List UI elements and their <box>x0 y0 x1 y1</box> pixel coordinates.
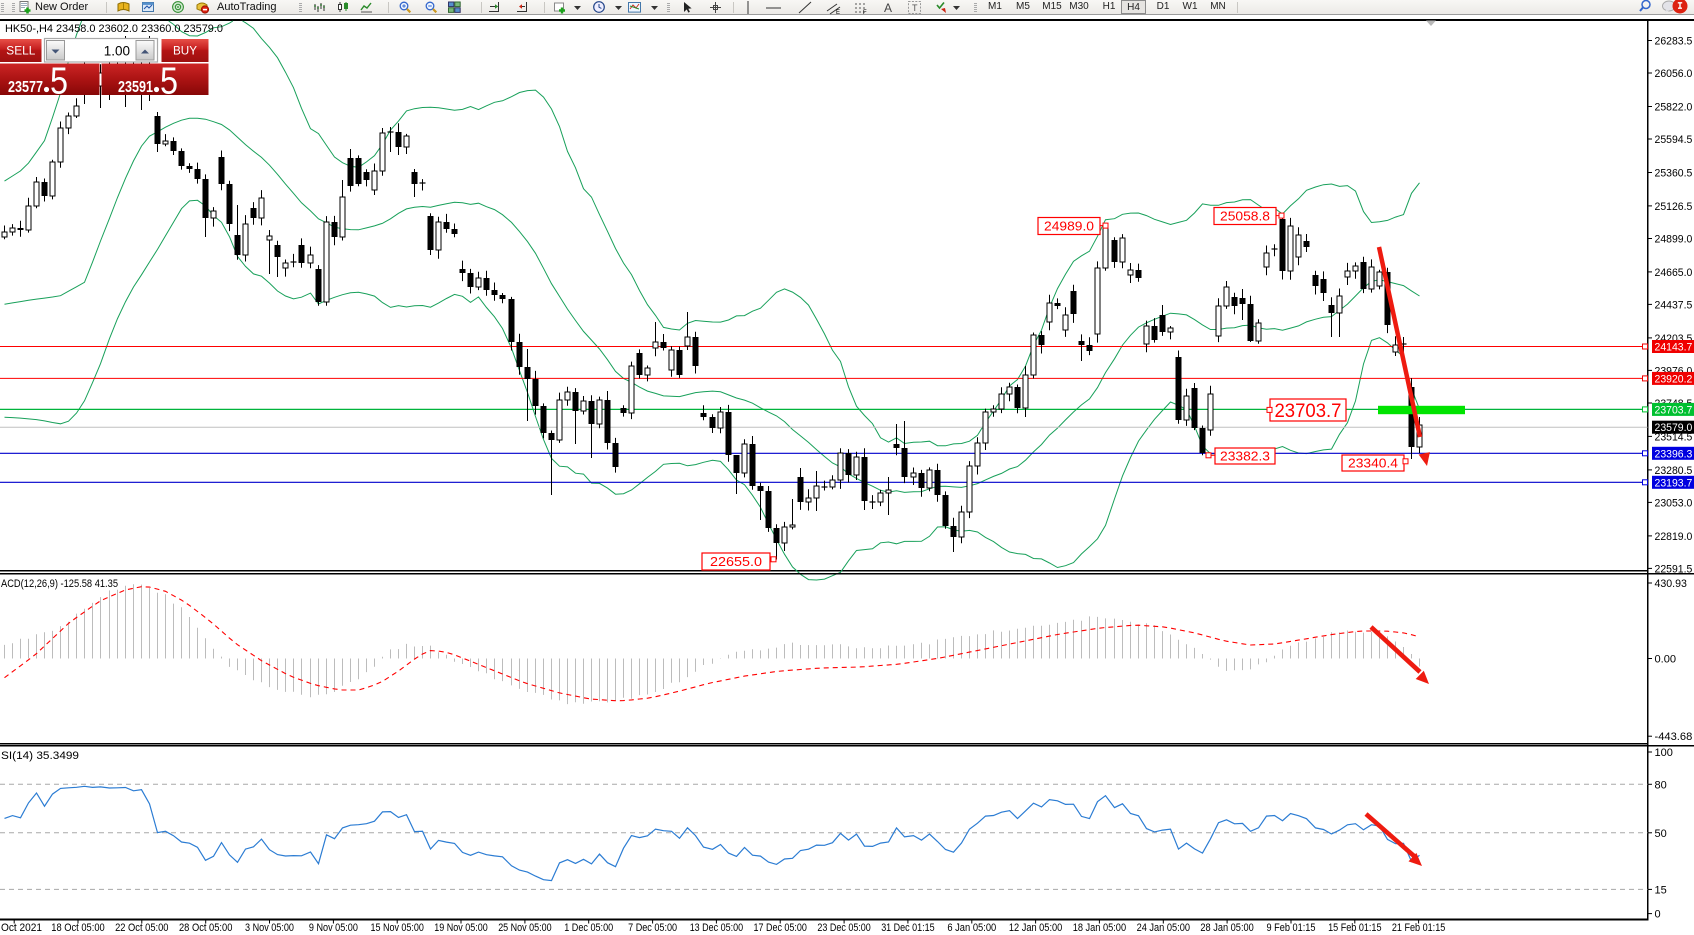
svg-text:17 Dec 05:00: 17 Dec 05:00 <box>754 922 807 934</box>
svg-text:13 Dec 05:00: 13 Dec 05:00 <box>690 922 743 934</box>
svg-text:50: 50 <box>1655 828 1667 840</box>
svg-text:18 Oct 05:00: 18 Oct 05:00 <box>51 922 104 934</box>
svg-text:23703.7: 23703.7 <box>1275 400 1342 422</box>
svg-text:23280.5: 23280.5 <box>1655 465 1693 477</box>
svg-text:SELL: SELL <box>6 44 35 58</box>
svg-text:23053.0: 23053.0 <box>1655 497 1693 509</box>
svg-text:15 Feb 01:15: 15 Feb 01:15 <box>1328 922 1381 934</box>
svg-text:1.00: 1.00 <box>104 44 130 59</box>
svg-text:0: 0 <box>1655 909 1661 921</box>
svg-text:ACD(12,26,9) -125.58 41.35: ACD(12,26,9) -125.58 41.35 <box>1 578 118 590</box>
svg-text:15 Nov 05:00: 15 Nov 05:00 <box>371 922 424 934</box>
svg-text:80: 80 <box>1655 779 1667 791</box>
svg-text:25360.5: 25360.5 <box>1655 168 1693 180</box>
svg-text:23577: 23577 <box>8 79 43 96</box>
svg-text:23340.4: 23340.4 <box>1348 457 1398 471</box>
svg-text:Oct 2021: Oct 2021 <box>1 922 42 934</box>
svg-text:25 Nov 05:00: 25 Nov 05:00 <box>498 922 551 934</box>
svg-text:100: 100 <box>1655 747 1673 759</box>
svg-text:25822.0: 25822.0 <box>1655 102 1693 114</box>
svg-text:9 Feb 01:15: 9 Feb 01:15 <box>1267 922 1316 934</box>
svg-text:T: T <box>912 3 918 13</box>
svg-text:26283.5: 26283.5 <box>1655 36 1693 48</box>
svg-text:6 Jan 05:00: 6 Jan 05:00 <box>947 922 996 934</box>
svg-text:21 Feb 01:15: 21 Feb 01:15 <box>1392 922 1445 934</box>
svg-text:22591.5: 22591.5 <box>1655 563 1693 575</box>
svg-text:26056.0: 26056.0 <box>1655 68 1693 80</box>
svg-text:23703.7: 23703.7 <box>1655 404 1693 416</box>
svg-text:24665.0: 24665.0 <box>1655 267 1693 279</box>
svg-text:22 Oct 05:00: 22 Oct 05:00 <box>115 922 168 934</box>
svg-text:23514.5: 23514.5 <box>1655 431 1693 443</box>
svg-text:28 Oct 05:00: 28 Oct 05:00 <box>179 922 232 934</box>
svg-text:5: 5 <box>160 61 178 103</box>
svg-text:23396.3: 23396.3 <box>1655 448 1693 460</box>
svg-text:24 Jan 05:00: 24 Jan 05:00 <box>1137 922 1190 934</box>
svg-text:15: 15 <box>1655 884 1667 896</box>
svg-text:1 Dec 05:00: 1 Dec 05:00 <box>564 922 613 934</box>
svg-text:12 Jan 05:00: 12 Jan 05:00 <box>1009 922 1062 934</box>
svg-text:24899.0: 24899.0 <box>1655 234 1693 246</box>
svg-text:24143.7: 24143.7 <box>1655 342 1693 354</box>
svg-text:23382.3: 23382.3 <box>1220 450 1270 464</box>
svg-text:23920.2: 23920.2 <box>1655 373 1693 385</box>
svg-text:23579.0: 23579.0 <box>1655 422 1693 434</box>
svg-text:-443.68: -443.68 <box>1655 731 1693 743</box>
svg-text:25594.5: 25594.5 <box>1655 134 1693 146</box>
svg-text:22655.0: 22655.0 <box>710 555 762 569</box>
svg-text:19 Nov 05:00: 19 Nov 05:00 <box>434 922 487 934</box>
svg-text:7 Dec 05:00: 7 Dec 05:00 <box>628 922 677 934</box>
svg-text:24989.0: 24989.0 <box>1044 220 1094 234</box>
svg-text:25126.5: 25126.5 <box>1655 201 1693 213</box>
svg-text:5: 5 <box>50 61 68 103</box>
svg-text:24437.5: 24437.5 <box>1655 299 1693 311</box>
svg-text:BUY: BUY <box>173 44 197 58</box>
svg-text:25058.8: 25058.8 <box>1220 210 1270 224</box>
svg-text:22819.0: 22819.0 <box>1655 531 1693 543</box>
svg-text:18 Jan 05:00: 18 Jan 05:00 <box>1073 922 1126 934</box>
svg-text:F: F <box>863 10 867 15</box>
svg-text:0.00: 0.00 <box>1655 654 1677 666</box>
svg-text:E: E <box>836 10 840 15</box>
svg-text:23591: 23591 <box>118 79 153 96</box>
svg-text:23193.7: 23193.7 <box>1655 477 1693 489</box>
svg-text:430.93: 430.93 <box>1655 578 1687 590</box>
svg-text:SI(14) 35.3499: SI(14) 35.3499 <box>1 750 79 762</box>
svg-text:3 Nov 05:00: 3 Nov 05:00 <box>245 922 294 934</box>
svg-text:28 Jan 05:00: 28 Jan 05:00 <box>1200 922 1253 934</box>
svg-text:HK50-,H4 23458.0 23602.0 2336: HK50-,H4 23458.0 23602.0 23360.0 23579.0 <box>5 23 223 35</box>
svg-text:23 Dec 05:00: 23 Dec 05:00 <box>817 922 870 934</box>
svg-text:31 Dec 01:15: 31 Dec 01:15 <box>881 922 934 934</box>
svg-text:9 Nov 05:00: 9 Nov 05:00 <box>309 922 358 934</box>
